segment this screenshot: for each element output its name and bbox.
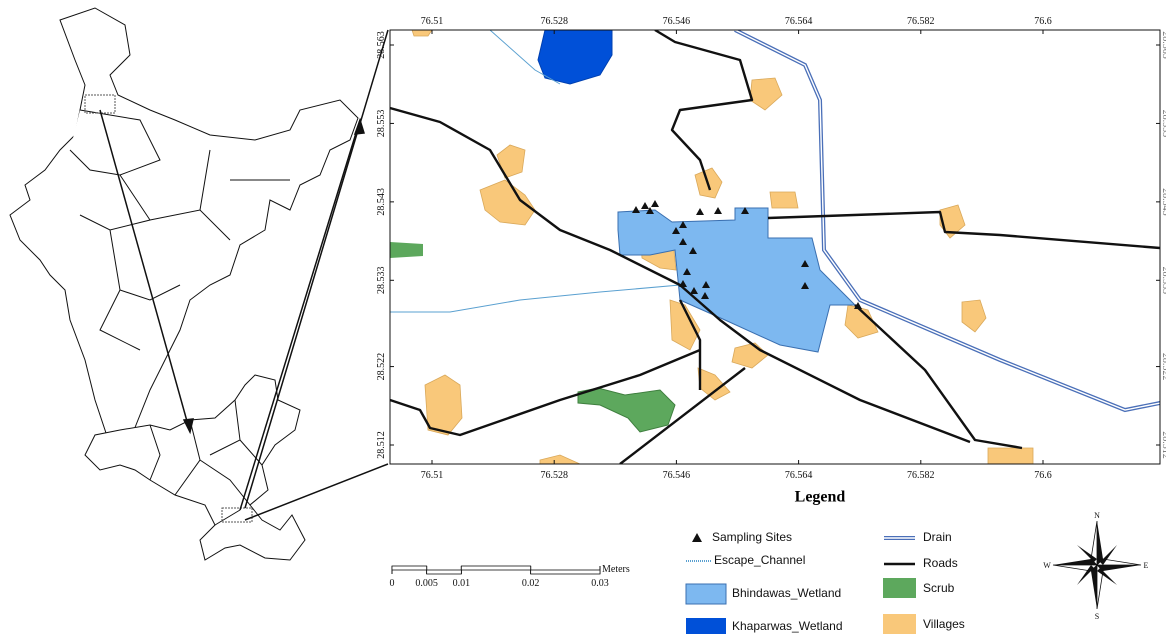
legend-label: Sampling Sites [712, 530, 792, 544]
legend-label: Drain [923, 530, 952, 544]
lat-label: 28.543 [1160, 188, 1166, 216]
compass: N E S W [1043, 511, 1148, 621]
lon-label: 76.582 [907, 16, 935, 27]
scale-label: 0.01 [453, 578, 471, 589]
study-area-map [390, 30, 1160, 464]
india-map [10, 8, 358, 460]
lon-label: 76.546 [663, 470, 691, 481]
legend-label: Khaparwas_Wetland [732, 619, 843, 633]
legend-title: Legend [795, 489, 846, 506]
compass-label: S [1095, 612, 1099, 621]
lon-label: 76.6 [1034, 16, 1052, 27]
lat-label: 28.553 [376, 110, 387, 137]
lon-label: 76.564 [785, 470, 813, 481]
lat-label: 28.533 [1160, 267, 1166, 295]
scale-segment [461, 566, 530, 570]
lon-label: 76.528 [540, 470, 568, 481]
compass-label: E [1144, 561, 1149, 570]
scale-bar: 0 0.005 0.01 0.02 0.03 Meters [390, 564, 630, 589]
lat-label: 28.522 [1160, 353, 1166, 381]
legend-label: Escape_Channel [714, 553, 805, 567]
scale-label: 0.03 [591, 578, 609, 589]
scale-label: 0.005 [415, 578, 438, 589]
legend: Sampling Sites Escape_Channel Bhindawas_… [686, 530, 965, 634]
compass-label: W [1043, 561, 1051, 570]
scrub [390, 242, 423, 258]
lon-label: 76.6 [1034, 470, 1052, 481]
lat-label: 28.543 [376, 188, 387, 216]
lon-label: 76.564 [785, 16, 813, 27]
legend-label: Villages [923, 617, 965, 631]
lat-label: 28.563 [1160, 31, 1166, 59]
lon-label: 76.582 [907, 470, 935, 481]
lon-label: 76.528 [540, 16, 568, 27]
lat-label: 28.533 [376, 267, 387, 295]
compass-label: N [1094, 511, 1100, 520]
map-figure: 76.51 76.51 76.528 76.528 76.546 76.546 76.564… [0, 0, 1166, 634]
legend-label: Roads [923, 556, 958, 570]
scale-label: 0 [390, 578, 395, 589]
lat-label: 28.553 [1160, 110, 1166, 137]
scale-label: 0.02 [522, 578, 540, 589]
lat-label: 28.522 [376, 353, 387, 381]
lat-label: 28.563 [376, 31, 387, 59]
legend-label: Bhindawas_Wetland [732, 586, 841, 600]
lon-label: 76.546 [663, 16, 691, 27]
scale-segment [392, 566, 427, 570]
lon-label: 76.51 [421, 16, 444, 27]
scale-segment [531, 570, 600, 574]
legend-label: Scrub [923, 581, 955, 595]
scale-unit: Meters [602, 564, 630, 575]
lon-label: 76.51 [421, 470, 444, 481]
lat-label: 28.512 [1160, 431, 1166, 459]
scale-segment [427, 570, 462, 574]
lat-label: 28.512 [376, 431, 387, 459]
